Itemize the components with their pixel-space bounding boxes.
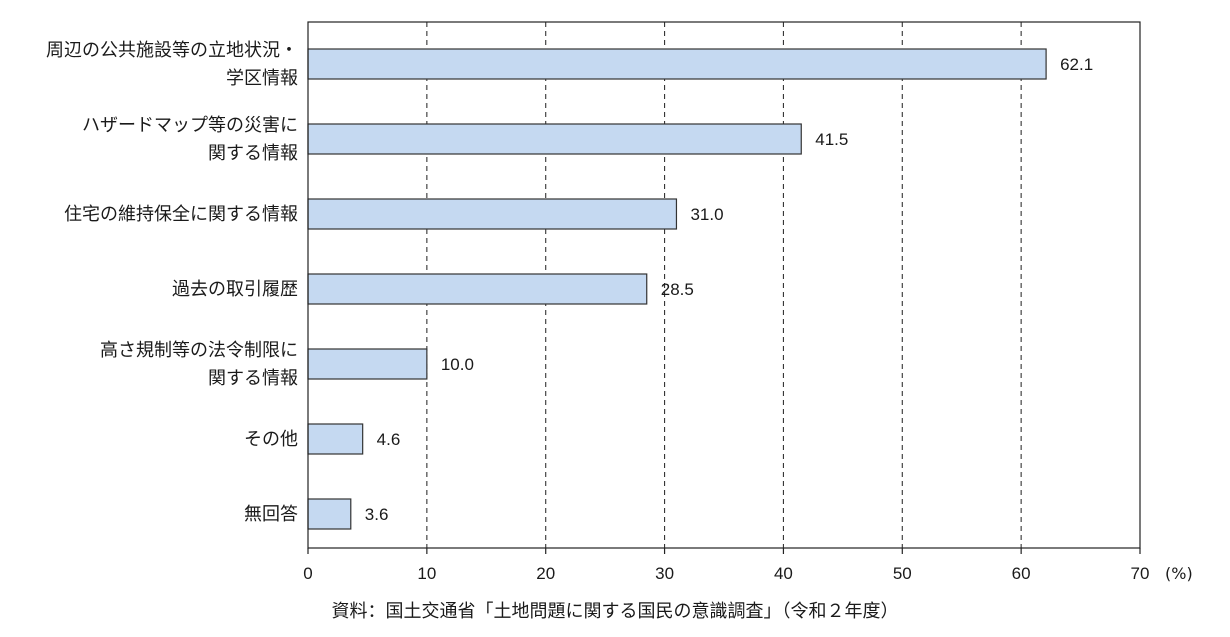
value-label-4: 28.5	[661, 280, 694, 299]
category-label-5: 高さ規制等の法令制限に関する情報	[100, 340, 298, 389]
value-label-6: 4.6	[377, 430, 401, 449]
bar-7	[307, 498, 352, 530]
category-label-6: その他	[244, 429, 298, 450]
x-axis-unit: (%)	[1165, 564, 1193, 583]
category-label-4: 過去の取引履歴	[172, 279, 298, 300]
tick-label-70: 70	[1131, 564, 1150, 583]
value-label-2: 41.5	[815, 130, 848, 149]
source-note: 資料：国土交通省「土地問題に関する国民の意識調査」（令和２年度）	[332, 601, 899, 622]
bar-5	[307, 348, 428, 380]
category-label-1: 周辺の公共施設等の立地状況・学区情報	[46, 40, 298, 89]
tick-label-60: 60	[1012, 564, 1031, 583]
category-label-7: 無回答	[244, 504, 298, 525]
category-labels: 周辺の公共施設等の立地状況・学区情報ハザードマップ等の災害に関する情報住宅の維持…	[46, 40, 298, 525]
bar-4	[307, 273, 648, 305]
tick-label-20: 20	[536, 564, 555, 583]
tick-label-30: 30	[655, 564, 674, 583]
bar-2	[307, 123, 802, 155]
plot-frame	[307, 21, 1141, 549]
category-label-3: 住宅の維持保全に関する情報	[64, 204, 298, 225]
category-label-2: ハザードマップ等の災害に関する情報	[82, 115, 298, 164]
bar-6	[307, 423, 364, 455]
tick-label-0: 0	[303, 564, 312, 583]
value-label-5: 10.0	[441, 355, 474, 374]
value-label-7: 3.6	[365, 505, 389, 524]
x-axis: 0 10 20 30 40 50 60 70	[303, 548, 1149, 583]
tick-label-10: 10	[417, 564, 436, 583]
bar-3	[307, 198, 678, 230]
tick-label-50: 50	[893, 564, 912, 583]
bar-1	[307, 48, 1047, 80]
tick-label-40: 40	[774, 564, 793, 583]
value-label-1: 62.1	[1060, 55, 1093, 74]
value-labels: 62.1 41.5 31.0 28.5 10.0 4.6 3.6	[365, 55, 1093, 524]
value-label-3: 31.0	[690, 205, 723, 224]
